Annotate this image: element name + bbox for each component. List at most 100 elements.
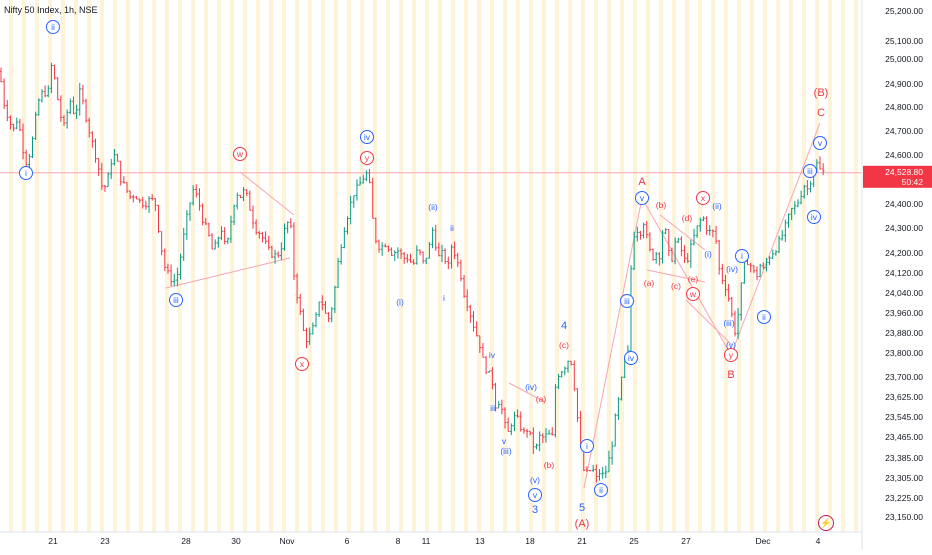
wave-label: i <box>741 251 743 261</box>
y-tick-label: 24,900.00 <box>885 79 923 89</box>
session-band <box>438 0 442 532</box>
wave-label: iv <box>628 353 635 363</box>
session-band <box>100 0 104 532</box>
wave-label: iv <box>364 132 371 142</box>
session-band <box>776 0 780 532</box>
session-band <box>282 0 286 532</box>
wave-label-circle <box>624 351 638 365</box>
session-band <box>360 0 364 532</box>
y-tick-label: 25,000.00 <box>885 54 923 64</box>
lightning-icon[interactable]: ⚡ <box>818 515 834 531</box>
x-tick-label: 21 <box>577 536 587 546</box>
wave-label: (ii) <box>712 201 722 211</box>
x-tick-label: 30 <box>231 536 241 546</box>
wave-label: 3 <box>532 504 538 516</box>
wave-label-circle <box>757 310 771 324</box>
wave-trendline[interactable] <box>508 382 546 403</box>
wave-label: (c) <box>559 340 569 350</box>
x-tick-label: Dec <box>755 536 771 546</box>
wave-label: (iii) <box>723 318 734 328</box>
wave-label: (d) <box>682 213 693 223</box>
x-tick-label: 27 <box>681 536 691 546</box>
wave-label-circle <box>807 210 821 224</box>
wave-trendline[interactable] <box>646 269 706 283</box>
wave-trendline[interactable] <box>730 122 821 356</box>
y-tick-label: 23,225.00 <box>885 493 923 503</box>
wave-label: y <box>729 350 734 360</box>
wave-label: ii <box>599 485 603 495</box>
wave-label: (c) <box>671 281 681 291</box>
session-band <box>139 0 143 532</box>
wave-label-circle <box>46 20 60 34</box>
x-tick-label: 8 <box>396 536 401 546</box>
wave-label: iv <box>489 350 496 360</box>
wave-label: ii <box>450 223 454 233</box>
wave-label-circle <box>803 164 817 178</box>
wave-label: w <box>236 149 244 159</box>
session-band <box>191 0 195 532</box>
wave-trendline[interactable] <box>659 214 706 251</box>
wave-trendline[interactable] <box>239 171 295 216</box>
session-band <box>711 0 715 532</box>
wave-label: A <box>638 176 646 188</box>
x-tick-label: 13 <box>475 536 485 546</box>
wave-label-circle <box>620 294 634 308</box>
wave-trendline[interactable] <box>685 299 733 346</box>
wave-label: v <box>640 193 645 203</box>
session-band <box>516 0 520 532</box>
session-band <box>464 0 468 532</box>
wave-label: 4 <box>561 320 567 332</box>
session-band <box>633 0 637 532</box>
y-tick-label: 23,465.00 <box>885 432 923 442</box>
wave-label-circle <box>735 249 749 263</box>
session-band <box>841 0 845 532</box>
y-tick-label: 24,700.00 <box>885 126 923 136</box>
session-band <box>230 0 234 532</box>
wave-label-circle <box>295 357 309 371</box>
wave-label: (i) <box>704 249 712 259</box>
session-band <box>412 0 416 532</box>
y-tick-label: 24,200.00 <box>885 248 923 258</box>
wave-label: (A) <box>575 518 590 530</box>
wave-label: x <box>701 193 706 203</box>
wave-label: (a) <box>536 394 547 404</box>
session-band <box>48 0 52 532</box>
x-tick-label: 25 <box>629 536 639 546</box>
session-band <box>698 0 702 532</box>
wave-label-circle <box>580 439 594 453</box>
session-band <box>321 0 325 532</box>
session-band <box>646 0 650 532</box>
session-band <box>126 0 130 532</box>
session-band <box>87 0 91 532</box>
wave-label: iii <box>807 166 813 176</box>
wave-label: B <box>727 369 734 381</box>
wave-label-circle <box>813 136 827 150</box>
y-tick-label: 23,880.00 <box>885 328 923 338</box>
y-tick-label: 24,120.00 <box>885 268 923 278</box>
wave-trendline[interactable] <box>165 257 291 289</box>
wave-trendline[interactable] <box>583 197 643 489</box>
wave-label-circle <box>594 483 608 497</box>
wave-label: iii <box>624 296 630 306</box>
wave-label: (e) <box>688 274 699 284</box>
session-band <box>724 0 728 532</box>
wave-label-circle <box>635 191 649 205</box>
y-tick-label: 24,400.00 <box>885 199 923 209</box>
x-tick-label: 18 <box>525 536 535 546</box>
y-tick-label: 23,385.00 <box>885 453 923 463</box>
wave-label: (iv) <box>525 382 537 392</box>
wave-label-circle <box>233 147 247 161</box>
wave-label: C <box>817 107 825 119</box>
session-band <box>22 0 26 532</box>
x-tick-label: 4 <box>816 536 821 546</box>
wave-label: y <box>365 153 370 163</box>
y-tick-label: 25,100.00 <box>885 36 923 46</box>
wave-label: (iv) <box>726 264 738 274</box>
wave-label-circle <box>360 151 374 165</box>
y-tick-label: 23,960.00 <box>885 308 923 318</box>
wave-label: i <box>443 293 445 303</box>
y-tick-label: 23,545.00 <box>885 412 923 422</box>
session-band <box>685 0 689 532</box>
